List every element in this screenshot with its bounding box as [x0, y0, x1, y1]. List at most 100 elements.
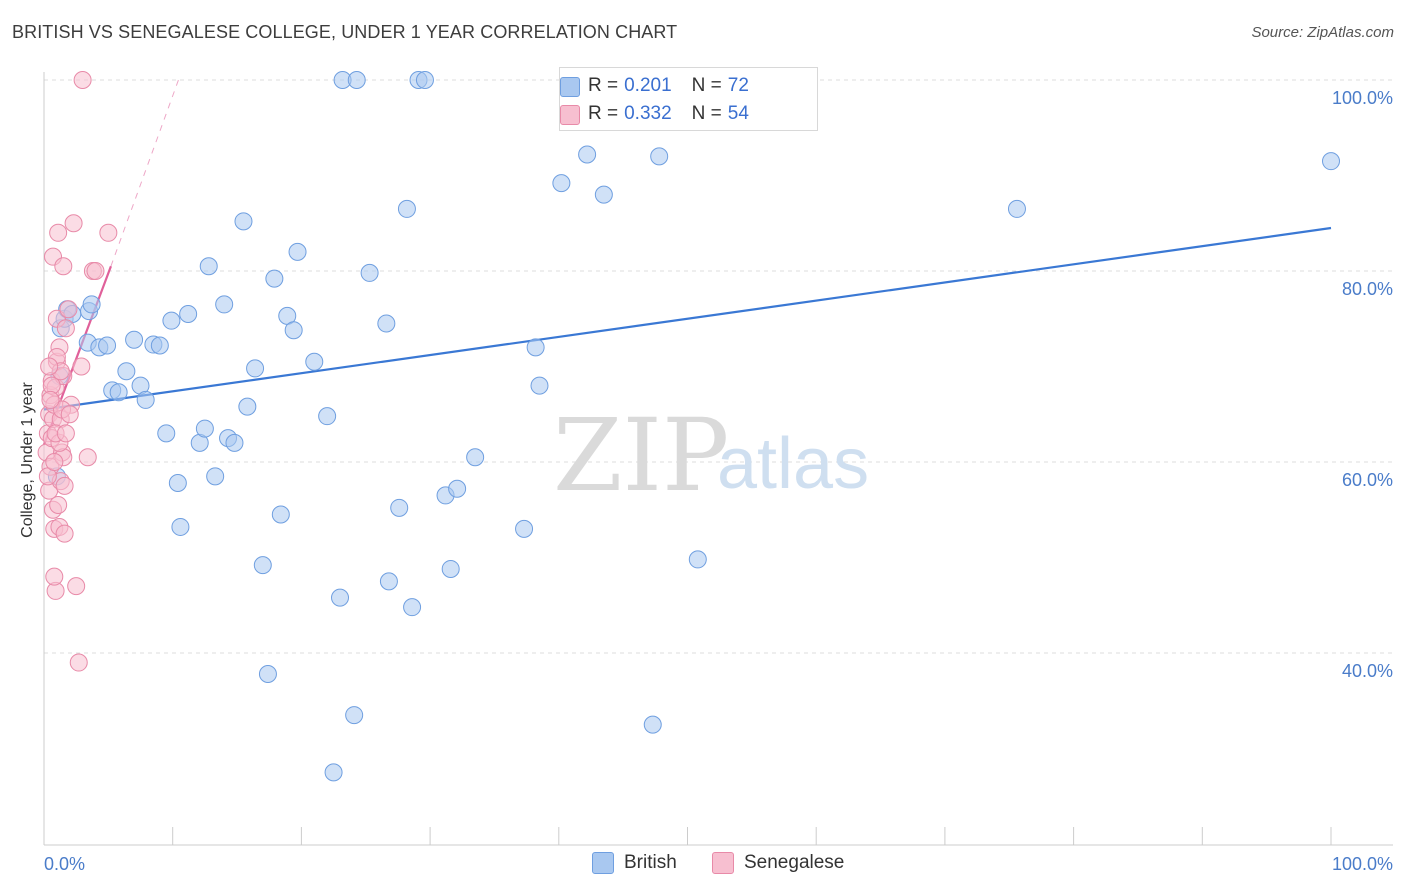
point-british — [195, 419, 214, 438]
point-british — [258, 665, 277, 684]
stats-legend-box: R = 0.201 N = 72 R = 0.332 N = 54 — [559, 67, 818, 131]
point-british — [246, 359, 265, 378]
trend-line-senegalese-extension — [110, 77, 180, 267]
point-british — [390, 498, 409, 517]
point-senegalese — [67, 577, 86, 596]
point-british — [206, 467, 225, 486]
point-british — [403, 598, 422, 617]
point-british — [253, 556, 272, 575]
point-british — [150, 336, 169, 355]
legend: British Senegalese — [0, 852, 1406, 876]
point-senegalese — [49, 495, 68, 514]
point-senegalese — [69, 653, 88, 672]
stats-row-senegalese: R = 0.332 N = 54 — [560, 102, 749, 126]
watermark: ZIP atlas — [553, 397, 869, 514]
point-british — [179, 304, 198, 323]
point-british — [125, 330, 144, 349]
legend-label-senegalese: Senegalese — [744, 852, 845, 873]
legend-swatch-british — [592, 852, 614, 874]
legend-swatch-senegalese — [712, 852, 734, 874]
point-british — [162, 311, 181, 330]
point-british — [318, 407, 337, 426]
point-senegalese — [60, 405, 79, 424]
point-senegalese — [59, 300, 78, 319]
point-senegalese — [78, 448, 97, 467]
point-british — [345, 706, 364, 725]
point-senegalese — [55, 524, 74, 543]
point-british — [347, 71, 366, 89]
point-british — [98, 336, 117, 355]
stats-n-value: 54 — [727, 103, 749, 124]
point-british — [1007, 199, 1026, 218]
x-tick-label-min: 0.0% — [44, 854, 85, 874]
point-british — [215, 295, 234, 314]
y-tick-label: 60.0% — [1342, 470, 1393, 490]
point-british — [271, 505, 290, 524]
y-tick-labels: 40.0% 60.0% 80.0% 100.0% — [1332, 88, 1393, 681]
point-british — [288, 242, 307, 261]
point-british — [168, 474, 187, 493]
y-tick-label: 100.0% — [1332, 88, 1393, 108]
point-senegalese — [40, 357, 59, 376]
stats-n-label: N = — [691, 75, 722, 96]
point-british — [515, 519, 534, 538]
point-british — [448, 479, 467, 498]
point-british — [136, 390, 155, 409]
point-senegalese — [99, 223, 118, 242]
stats-row-british: R = 0.201 N = 72 — [560, 74, 749, 98]
point-british — [265, 269, 284, 288]
stats-r-label: R = — [588, 103, 619, 124]
point-british — [157, 424, 176, 443]
point-british — [331, 588, 350, 607]
point-senegalese — [45, 567, 64, 586]
trend-line-british — [43, 226, 1332, 411]
stats-r-label: R = — [588, 75, 619, 96]
point-british — [305, 352, 324, 371]
point-british — [594, 185, 613, 204]
stats-n-value: 72 — [727, 75, 749, 96]
point-british — [82, 295, 101, 314]
point-senegalese — [55, 476, 74, 495]
point-british — [377, 314, 396, 333]
point-british — [643, 715, 662, 734]
point-british — [688, 550, 707, 569]
point-senegalese — [54, 257, 73, 276]
point-british — [109, 383, 128, 402]
point-british — [415, 71, 434, 89]
point-senegalese — [41, 390, 60, 409]
point-british — [238, 397, 257, 416]
point-british — [379, 572, 398, 591]
point-british — [441, 559, 460, 578]
watermark-atlas: atlas — [717, 424, 869, 504]
x-tick-labels: 0.0% 100.0% — [44, 854, 1393, 874]
watermark-zip: ZIP — [553, 397, 729, 514]
legend-label-british: British — [624, 852, 677, 873]
point-british — [397, 199, 416, 218]
stats-r-value: 0.332 — [624, 103, 672, 124]
point-british — [225, 433, 244, 452]
point-senegalese — [56, 319, 75, 338]
legend-item-senegalese[interactable]: Senegalese — [712, 852, 844, 874]
point-british — [650, 147, 669, 166]
point-senegalese — [45, 453, 64, 471]
y-tick-label: 80.0% — [1342, 279, 1393, 299]
point-british — [552, 174, 571, 193]
stats-swatch-senegalese — [560, 105, 580, 125]
point-senegalese — [56, 424, 75, 443]
point-british — [526, 338, 545, 357]
legend-item-british[interactable]: British — [592, 852, 677, 874]
stats-r-value: 0.201 — [624, 75, 672, 96]
stats-n-label: N = — [691, 103, 722, 124]
point-british — [466, 448, 485, 467]
point-senegalese — [86, 262, 105, 280]
source-label: Source: ZipAtlas.com — [1251, 24, 1394, 41]
stats-swatch-british — [560, 77, 580, 97]
point-british — [324, 763, 343, 782]
data-points — [37, 71, 1340, 782]
point-british — [360, 263, 379, 282]
point-senegalese — [49, 223, 68, 242]
point-senegalese — [72, 357, 91, 376]
point-senegalese — [64, 214, 83, 233]
point-british — [284, 321, 303, 340]
